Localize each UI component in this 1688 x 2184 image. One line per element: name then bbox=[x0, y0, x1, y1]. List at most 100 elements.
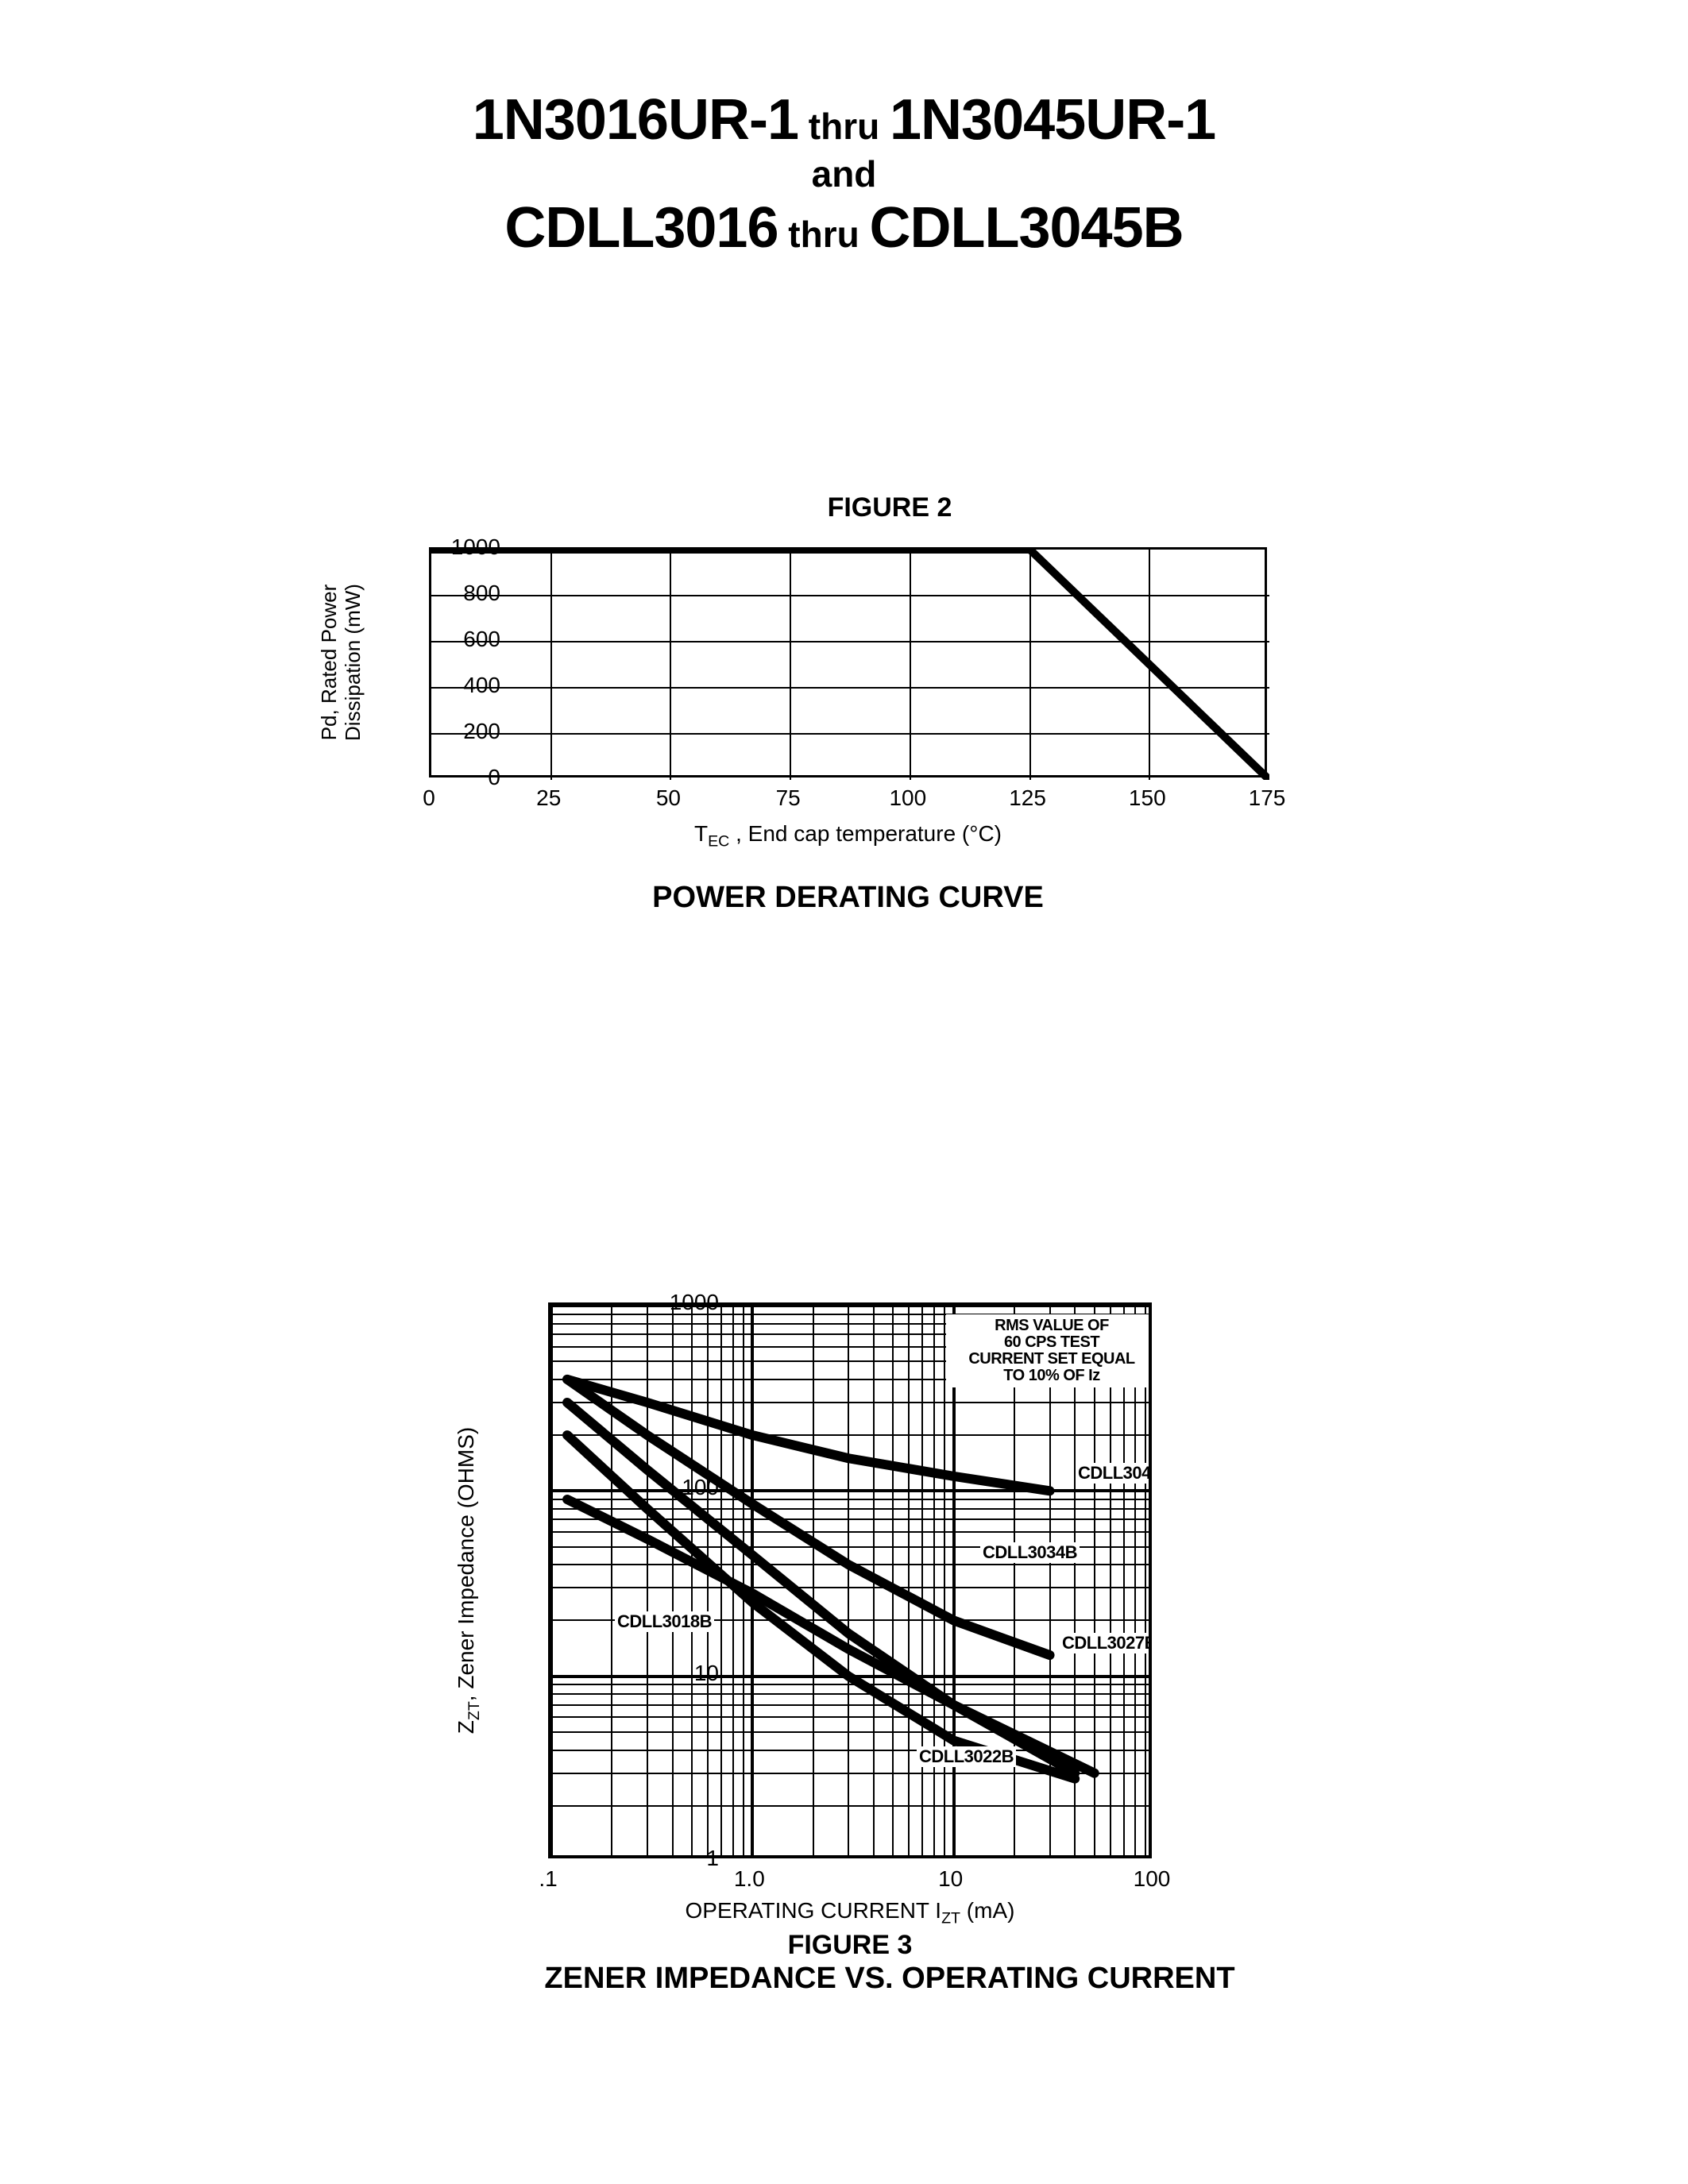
figure-3-ytick: 100 bbox=[647, 1475, 719, 1500]
figure-2-xtick: 25 bbox=[536, 785, 561, 811]
figure-3-hgrid bbox=[551, 1731, 1152, 1733]
figure-3-hgrid bbox=[551, 1704, 1152, 1706]
figure-3-note: RMS VALUE OF60 CPS TESTCURRENT SET EQUAL… bbox=[952, 1318, 1151, 1384]
figure-3-title: ZENER IMPEDANCE VS. OPERATING CURRENT bbox=[445, 1962, 1335, 1996]
figure-2-xtick: 50 bbox=[656, 785, 681, 811]
part-range-start-2: CDLL3016 bbox=[504, 196, 778, 260]
figure-3-hgrid bbox=[551, 1564, 1152, 1565]
figure-3-vgrid bbox=[933, 1306, 935, 1858]
figure-3-vgrid bbox=[1074, 1306, 1076, 1858]
part-range-end-2: CDLL3045B bbox=[869, 196, 1183, 260]
figure-3-ylabel-sub: ZT bbox=[465, 1701, 483, 1720]
figure-3-vgrid bbox=[813, 1306, 814, 1858]
figure-3-vgrid bbox=[707, 1306, 709, 1858]
figure-3-xtick: .1 bbox=[539, 1866, 557, 1892]
figure-3-ytick: 1 bbox=[647, 1846, 719, 1871]
figure-3-hgrid bbox=[551, 1716, 1152, 1718]
figure-2-title: POWER DERATING CURVE bbox=[429, 881, 1267, 915]
figure-2-xlabel-sub: EC bbox=[708, 833, 729, 851]
figure-3-ylabel: ZZT, Zener Impedance (OHMS) bbox=[454, 1382, 484, 1779]
figure-3-vgrid bbox=[1110, 1306, 1111, 1858]
figure-3-series-label: CDLL3034B bbox=[980, 1542, 1080, 1563]
figure-3-label: FIGURE 3 bbox=[548, 1930, 1152, 1961]
figure-3-title-wrap: ZENER IMPEDANCE VS. OPERATING CURRENT bbox=[445, 1962, 1335, 1996]
header-thru-1: thru bbox=[798, 106, 890, 147]
figure-3-vgrid bbox=[1094, 1306, 1095, 1858]
figure-2-vgrid bbox=[1029, 550, 1031, 780]
figure-3-xlabel-sym: OPERATING CURRENT I bbox=[686, 1898, 942, 1923]
figure-2-hgrid bbox=[431, 641, 1269, 642]
figure-2-ytick: 1000 bbox=[429, 534, 500, 560]
figure-3-hgrid bbox=[551, 1304, 1152, 1307]
figure-3-xtick: 1.0 bbox=[734, 1866, 765, 1892]
figure-3-vgrid bbox=[873, 1306, 875, 1858]
figure-2-vgrid bbox=[670, 550, 671, 780]
figure-3-hgrid bbox=[551, 1314, 1152, 1315]
figure-3-hgrid bbox=[551, 1434, 1152, 1436]
figure-3-grid: CDLL3044BCDLL3034BCDLL3027BCDLL3022BCDLL… bbox=[548, 1302, 1152, 1858]
figure-3-vgrid bbox=[647, 1306, 648, 1858]
figure-3-curve bbox=[567, 1435, 1075, 1779]
figure-3-xlabel: OPERATING CURRENT IZT (mA) bbox=[548, 1898, 1152, 1928]
figure-3-vgrid bbox=[1049, 1306, 1051, 1858]
figure-3: ZZT, Zener Impedance (OHMS) CDLL3044B CDL… bbox=[445, 1302, 1335, 1858]
figure-2-xtick: 0 bbox=[423, 785, 435, 811]
figure-3-ylabel-sym: Z bbox=[454, 1720, 478, 1734]
figure-2-hgrid bbox=[431, 595, 1269, 596]
part-range-start-1: 1N3016UR-1 bbox=[473, 88, 798, 152]
figure-3-xtick: 100 bbox=[1134, 1866, 1171, 1892]
figure-3-hgrid bbox=[551, 1518, 1152, 1520]
figure-2-ytick: 800 bbox=[429, 581, 500, 606]
header-line-1: 1N3016UR-1 thru 1N3045UR-1 bbox=[0, 87, 1688, 153]
figure-3-curve-layer bbox=[551, 1306, 1152, 1858]
figure-3-xlabel-rest: (mA) bbox=[960, 1898, 1014, 1923]
figure-2-xtick: 175 bbox=[1249, 785, 1286, 811]
figure-2-ytick: 0 bbox=[429, 765, 500, 790]
figure-2-ytick: 600 bbox=[429, 627, 500, 652]
figure-3-ytick: 10 bbox=[647, 1661, 719, 1686]
figure-3-vgrid bbox=[921, 1306, 923, 1858]
figure-3-vgrid bbox=[944, 1306, 945, 1858]
figure-3-vgrid bbox=[1123, 1306, 1125, 1858]
figure-3-hgrid bbox=[551, 1499, 1152, 1500]
datasheet-page: 1N3016UR-1 thru 1N3045UR-1 and CDLL3016 … bbox=[0, 0, 1688, 2184]
figure-2-xtick: 100 bbox=[889, 785, 926, 811]
figure-2-curve-layer bbox=[431, 550, 1269, 780]
header-thru-2: thru bbox=[778, 214, 870, 255]
figure-2-vgrid bbox=[910, 550, 911, 780]
figure-3-plot-area: ZZT, Zener Impedance (OHMS) CDLL3044BCDL… bbox=[548, 1302, 1335, 1858]
figure-3-ylabel-rest: , Zener Impedance (OHMS) bbox=[454, 1427, 478, 1701]
figure-3-hgrid bbox=[551, 1531, 1152, 1533]
figure-3-xtick: 10 bbox=[938, 1866, 963, 1892]
figure-3-vgrid bbox=[892, 1306, 894, 1858]
figure-2-vgrid bbox=[790, 550, 791, 780]
figure-3-vgrid bbox=[848, 1306, 849, 1858]
figure-3-hgrid bbox=[551, 1508, 1152, 1510]
figure-3-hgrid bbox=[551, 1693, 1152, 1695]
figure-3-vgrid bbox=[720, 1306, 722, 1858]
header-and: and bbox=[0, 153, 1688, 195]
figure-3-vgrid bbox=[1014, 1306, 1015, 1858]
figure-3-hgrid bbox=[551, 1750, 1152, 1751]
figure-3-vgrid bbox=[743, 1306, 744, 1858]
figure-2-ylabel-l1: Pd, Rated Power bbox=[317, 585, 341, 741]
figure-3-series-label: CDLL3022B bbox=[917, 1746, 1016, 1767]
header-line-3: CDLL3016 thru CDLL3045B bbox=[0, 195, 1688, 261]
figure-2-hgrid bbox=[431, 687, 1269, 689]
figure-3-vgrid bbox=[908, 1306, 910, 1858]
figure-2-vgrid bbox=[550, 550, 552, 780]
figure-3-hgrid bbox=[551, 1675, 1152, 1678]
figure-3-vgrid bbox=[611, 1306, 612, 1858]
figure-3-hgrid bbox=[551, 1489, 1152, 1492]
figure-2: FIGURE 2 Pd, Rated Power Dissipation (mW… bbox=[342, 492, 1350, 915]
figure-3-series-label: CDLL3044B bbox=[1076, 1463, 1152, 1484]
figure-2-grid bbox=[429, 547, 1267, 778]
figure-2-xtick: 125 bbox=[1009, 785, 1046, 811]
figure-3-series-label: CDLL3018B bbox=[615, 1611, 714, 1632]
figure-3-vgrid bbox=[550, 1306, 553, 1858]
figure-3-ytick: 1000 bbox=[647, 1290, 719, 1315]
figure-3-hgrid bbox=[551, 1402, 1152, 1403]
figure-3-hgrid bbox=[551, 1805, 1152, 1807]
figure-2-ytick: 400 bbox=[429, 673, 500, 698]
figure-2-xtick: 150 bbox=[1129, 785, 1166, 811]
